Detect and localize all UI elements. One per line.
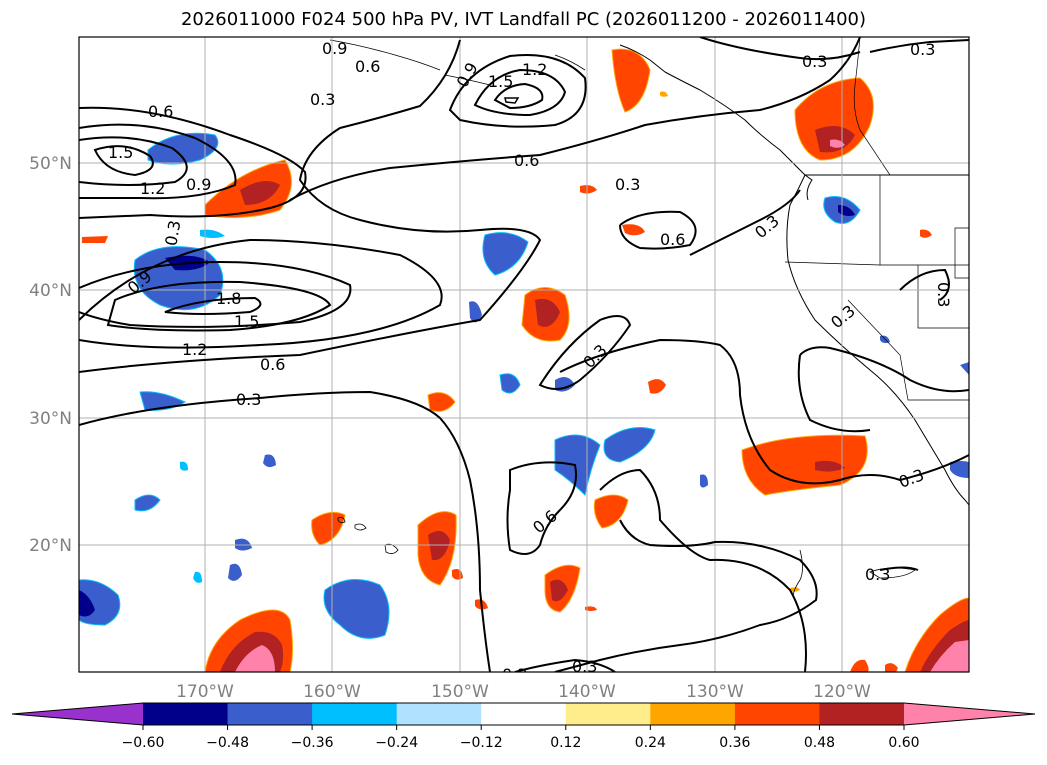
lon-label-150w: 150°W bbox=[431, 682, 489, 702]
contour-label: 0.9 bbox=[322, 39, 347, 58]
contour-label: 0.3 bbox=[502, 665, 527, 684]
contour-label: 0.6 bbox=[260, 355, 285, 374]
colorbar-segment bbox=[565, 703, 651, 725]
contour-labels: 0.6 1.5 1.2 0.9 0.3 0.9 1.8 1.5 1.2 0.6 … bbox=[108, 39, 953, 684]
colorbar-tick-label: −0.36 bbox=[291, 735, 334, 751]
lat-label-50n: 50°N bbox=[29, 154, 72, 174]
contour-label: 0.3 bbox=[161, 219, 184, 247]
lat-label-30n: 30°N bbox=[29, 409, 72, 429]
longitude-labels: 170°W 160°W 150°W 140°W 130°W 120°W bbox=[176, 682, 871, 702]
colorbar-segment bbox=[734, 703, 820, 725]
contour-label: 0.3 bbox=[802, 52, 827, 71]
contour-label: 1.8 bbox=[216, 289, 241, 308]
lon-label-170w: 170°W bbox=[176, 682, 234, 702]
colorbar-extend-max bbox=[904, 703, 1035, 725]
contour-label: 1.2 bbox=[522, 60, 547, 79]
map-plot-area: 0.6 1.5 1.2 0.9 0.3 0.9 1.8 1.5 1.2 0.6 … bbox=[79, 37, 969, 684]
colorbar-segment bbox=[143, 703, 229, 725]
colorbar-tick-label: −0.12 bbox=[460, 735, 503, 751]
colorbar-tick-label: 0.60 bbox=[888, 735, 919, 751]
contour-label: 1.2 bbox=[140, 179, 165, 198]
colorbar-segment bbox=[396, 703, 482, 725]
colorbar-segment bbox=[650, 703, 736, 725]
contour-label: 0.6 bbox=[355, 57, 380, 76]
colorbar-segment bbox=[227, 703, 313, 725]
colorbar-tick-label: 0.48 bbox=[804, 735, 835, 751]
latitude-labels: 50°N 40°N 30°N 20°N bbox=[29, 154, 72, 556]
contour-label: 1.5 bbox=[234, 312, 259, 331]
map-frame bbox=[78, 36, 970, 673]
contour-label: 0.3 bbox=[310, 90, 335, 109]
colorbar-segment bbox=[312, 703, 398, 725]
lon-label-130w: 130°W bbox=[686, 682, 744, 702]
contour-label: 0.3 bbox=[910, 40, 935, 59]
map-title: 2026011000 F024 500 hPa PV, IVT Landfall… bbox=[180, 9, 867, 30]
contour-label: 0.9 bbox=[186, 175, 211, 194]
colorbar-tick-label: −0.48 bbox=[206, 735, 249, 751]
pv-contours bbox=[79, 37, 969, 672]
lon-label-140w: 140°W bbox=[558, 682, 616, 702]
lon-label-120w: 120°W bbox=[813, 682, 871, 702]
colorbar-tick-label: 0.24 bbox=[635, 735, 666, 751]
colorbar-extend-min bbox=[12, 703, 143, 725]
colorbar: −0.60 −0.48 −0.36 −0.24 −0.12 0.12 0.24 0.36 0.4… bbox=[11, 702, 1036, 751]
contour-label: 0.6 bbox=[148, 102, 173, 121]
colorbar-tick-label: 0.12 bbox=[550, 735, 581, 751]
contour-label: 0.6 bbox=[514, 151, 539, 170]
contour-label: 1.5 bbox=[488, 72, 513, 91]
contour-label: 0.3 bbox=[236, 390, 261, 409]
lat-label-20n: 20°N bbox=[29, 536, 72, 556]
lon-label-160w: 160°W bbox=[303, 682, 361, 702]
shading-negative bbox=[79, 132, 969, 639]
colorbar-tick-label: 0.36 bbox=[719, 735, 750, 751]
contour-label: 0.3 bbox=[615, 175, 640, 194]
colorbar-segment bbox=[481, 703, 567, 725]
contour-label: 0.3 bbox=[865, 565, 890, 584]
lat-label-40n: 40°N bbox=[29, 281, 72, 301]
contour-label: 1.2 bbox=[182, 340, 207, 359]
colorbar-tick-label: −0.60 bbox=[122, 735, 165, 751]
colorbar-tick-label: −0.24 bbox=[375, 735, 418, 751]
contour-label: 0.6 bbox=[660, 230, 685, 249]
colorbar-segment bbox=[819, 703, 905, 725]
contour-label: 0.3 bbox=[572, 657, 597, 676]
contour-label: 1.5 bbox=[108, 143, 133, 162]
contour-label: 0.3 bbox=[934, 282, 953, 307]
